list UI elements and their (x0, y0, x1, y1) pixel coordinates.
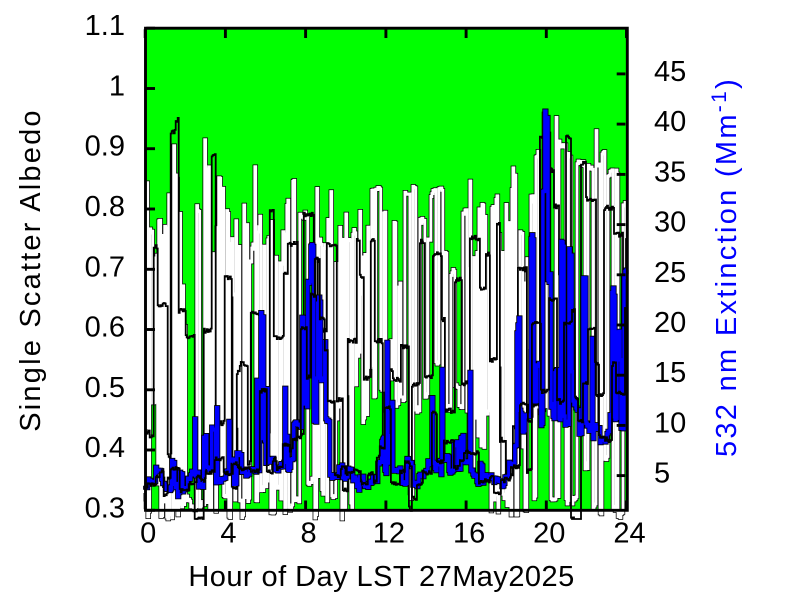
svg-text:30: 30 (654, 207, 686, 239)
svg-text:0.7: 0.7 (85, 251, 125, 283)
svg-text:16: 16 (453, 517, 485, 549)
svg-text:0: 0 (140, 517, 156, 549)
svg-text:0.5: 0.5 (85, 372, 125, 404)
svg-text:4: 4 (220, 517, 236, 549)
svg-text:0.6: 0.6 (85, 312, 125, 344)
svg-text:12: 12 (373, 517, 405, 549)
svg-text:35: 35 (654, 156, 686, 188)
svg-text:8: 8 (301, 517, 317, 549)
svg-text:0.4: 0.4 (85, 432, 125, 464)
svg-text:25: 25 (654, 257, 686, 289)
svg-text:15: 15 (654, 357, 686, 389)
svg-text:1.1: 1.1 (85, 10, 125, 42)
svg-text:0.8: 0.8 (85, 191, 125, 223)
svg-text:10: 10 (654, 407, 686, 439)
svg-text:0.9: 0.9 (85, 131, 125, 163)
svg-text:20: 20 (654, 307, 686, 339)
svg-text:45: 45 (654, 56, 686, 88)
svg-text:Single Scatter Albedo: Single Scatter Albedo (15, 108, 47, 432)
svg-text:40: 40 (654, 106, 686, 138)
svg-text:5: 5 (654, 458, 670, 490)
svg-text:20: 20 (533, 517, 565, 549)
svg-text:0.3: 0.3 (85, 492, 125, 524)
svg-text:Hour of Day LST 27May2025: Hour of Day LST 27May2025 (188, 561, 574, 593)
svg-text:1: 1 (109, 71, 125, 103)
svg-text:24: 24 (613, 517, 645, 549)
svg-text:532 nm Extinction (Mm-1): 532 nm Extinction (Mm-1) (708, 77, 743, 457)
